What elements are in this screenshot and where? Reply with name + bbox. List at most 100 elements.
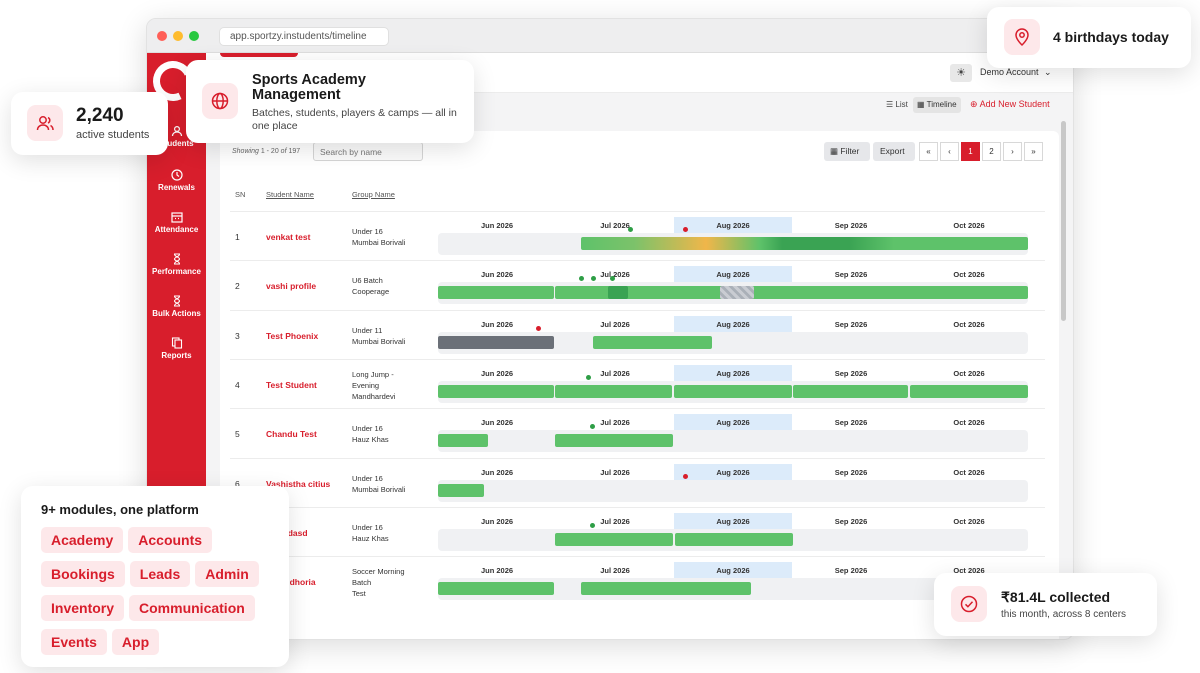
- timeline-event-marker[interactable]: [683, 473, 688, 479]
- close-window-dot[interactable]: [157, 31, 167, 41]
- timeline-bar[interactable]: [720, 286, 754, 300]
- timeline-bar[interactable]: [438, 434, 488, 448]
- table-row[interactable]: 3 Test Phoenix Under 11 Mumbai Borivali Jun …: [230, 309, 1045, 359]
- table-icon: ▦: [917, 100, 925, 109]
- student-name-link[interactable]: venkat test: [266, 232, 311, 242]
- timeline-event-marker[interactable]: [628, 227, 633, 232]
- timeline-bar[interactable]: [555, 532, 673, 546]
- hourglass-icon: [173, 253, 180, 265]
- search-input[interactable]: Search by name: [313, 142, 423, 161]
- page-1-button[interactable]: 1: [961, 142, 980, 161]
- sidebar-item-reports[interactable]: Reports: [147, 337, 206, 360]
- timeline-event-marker[interactable]: [610, 276, 615, 282]
- group-name-line: Under 16: [352, 424, 383, 434]
- table-row[interactable]: 2 vashi profile U6 Batch Cooperage Jun 2026 J…: [230, 260, 1045, 309]
- timeline-event-marker[interactable]: [586, 374, 591, 380]
- timeline-month-header: Jun 2026 Jul 2026 Aug 2026 Sep 2026 Oct 2026: [438, 562, 1028, 580]
- month-label: Sep 2026: [834, 368, 868, 378]
- group-name-line: Long Jump -: [352, 369, 394, 379]
- timeline-bar[interactable]: [555, 384, 672, 398]
- filter-button[interactable]: ▦ Filter: [824, 142, 870, 161]
- users-icon: [36, 116, 54, 131]
- theme-toggle-button[interactable]: ☀: [950, 64, 972, 82]
- timeline-bar[interactable]: [793, 384, 908, 398]
- timeline-bar[interactable]: [581, 582, 751, 596]
- page-2-button[interactable]: 2: [982, 142, 1001, 161]
- academy-card-title: Sports Academy Management: [252, 72, 366, 103]
- showing-range: 1 - 20: [260, 148, 279, 155]
- timeline-bar[interactable]: [438, 335, 554, 349]
- timeline-bar[interactable]: [438, 483, 484, 497]
- student-name-link[interactable]: Chandu Test: [266, 429, 317, 440]
- timeline-event-marker[interactable]: [683, 227, 688, 232]
- timeline-bar[interactable]: [675, 532, 793, 546]
- list-view-label: List: [895, 100, 908, 109]
- list-view-button[interactable]: ☰ List: [886, 100, 908, 109]
- sidebar-item-performance[interactable]: Performance: [147, 253, 206, 276]
- account-menu[interactable]: Demo Account ⌄: [980, 67, 1052, 78]
- table-row[interactable]: 5 Chandu Test Under 16 Hauz Khas Jun 2026 Jul…: [230, 408, 1045, 457]
- group-name-line: Mumbai Borivali: [352, 238, 406, 247]
- export-button[interactable]: Export: [873, 142, 915, 161]
- student-name-link[interactable]: vashi profile: [266, 281, 317, 292]
- timeline-bar[interactable]: [581, 237, 1028, 250]
- timeline-event-marker[interactable]: [590, 424, 595, 430]
- timeline-bar[interactable]: [608, 286, 628, 300]
- add-student-label: Add New Student: [979, 99, 1050, 109]
- timeline-view-button[interactable]: ▦ Timeline: [913, 97, 961, 113]
- next-page-button[interactable]: ›: [1003, 142, 1022, 161]
- group-name: Soccer Morning Batch Test: [352, 566, 405, 599]
- month-label: Oct 2026: [953, 467, 985, 477]
- month-label: Oct 2026: [953, 368, 985, 378]
- column-header-student-name[interactable]: Student Name: [266, 190, 314, 199]
- prev-page-button[interactable]: ‹: [940, 142, 959, 161]
- minimize-window-dot[interactable]: [173, 31, 183, 41]
- timeline-event-marker[interactable]: [591, 276, 596, 282]
- timeline-event-marker[interactable]: [579, 276, 584, 282]
- timeline-bar[interactable]: [593, 335, 712, 349]
- student-name-link[interactable]: an Dudhoria: [266, 577, 316, 588]
- month-label: Jul 2026: [600, 368, 630, 378]
- timeline-event-marker[interactable]: [590, 522, 595, 528]
- sidebar-item-renewals[interactable]: Renewals: [147, 169, 206, 192]
- timeline-bar[interactable]: [438, 582, 554, 596]
- table-row[interactable]: 6 Vashistha citius Under 16 Mumbai Borivali…: [230, 457, 1045, 507]
- timeline-event-marker[interactable]: [536, 325, 541, 331]
- timeline-bar[interactable]: [555, 286, 1028, 300]
- last-page-button[interactable]: »: [1024, 142, 1043, 161]
- sidebar-item-attendance[interactable]: Attendance: [147, 211, 206, 234]
- sidebar-item-students[interactable]: Students: [147, 125, 206, 148]
- timeline-bar[interactable]: [674, 384, 792, 398]
- collections-card: ₹81.4L collected this month, across 8 ce…: [934, 573, 1157, 636]
- student-name-link[interactable]: Test Phoenix: [266, 330, 319, 341]
- timeline-lane: [438, 473, 1028, 502]
- users-icon-box: [27, 105, 63, 141]
- column-header-sn: SN: [235, 190, 246, 199]
- month-label: Jul 2026: [600, 319, 630, 329]
- month-label: Oct 2026: [953, 270, 985, 280]
- first-page-button[interactable]: «: [919, 142, 938, 161]
- add-new-student-button[interactable]: ⊕ Add New Student: [970, 99, 1050, 110]
- column-header-group-name[interactable]: Group Name: [352, 190, 395, 199]
- pagination: « ‹ 1 2 › »: [917, 142, 1043, 161]
- vertical-scrollbar[interactable]: [1061, 121, 1066, 321]
- module-tag: Admin: [195, 561, 259, 587]
- table-row[interactable]: 1 venkat test Under 16 Mumbai Borivali Jun 2…: [230, 211, 1045, 260]
- month-label: Sep 2026: [834, 319, 868, 329]
- month-label: Oct 2026: [953, 221, 985, 230]
- globe-icon-box: [202, 83, 238, 119]
- timeline-bar[interactable]: [438, 384, 554, 398]
- sidebar-item-bulk-actions[interactable]: Bulk Actions: [147, 295, 206, 318]
- month-label: Sep 2026: [834, 418, 868, 428]
- table-row[interactable]: 4 Test Student Long Jump - Evening Mandharde…: [230, 358, 1045, 408]
- timeline-bar[interactable]: [555, 434, 673, 448]
- timeline-bar[interactable]: [438, 286, 554, 300]
- student-name-link[interactable]: Vashistha citius: [266, 478, 331, 489]
- address-bar[interactable]: app.sportzy.instudents/timeline: [219, 27, 389, 46]
- student-name-link[interactable]: Test Student: [266, 379, 317, 390]
- maximize-window-dot[interactable]: [189, 31, 199, 41]
- timeline-bar[interactable]: [910, 384, 1028, 398]
